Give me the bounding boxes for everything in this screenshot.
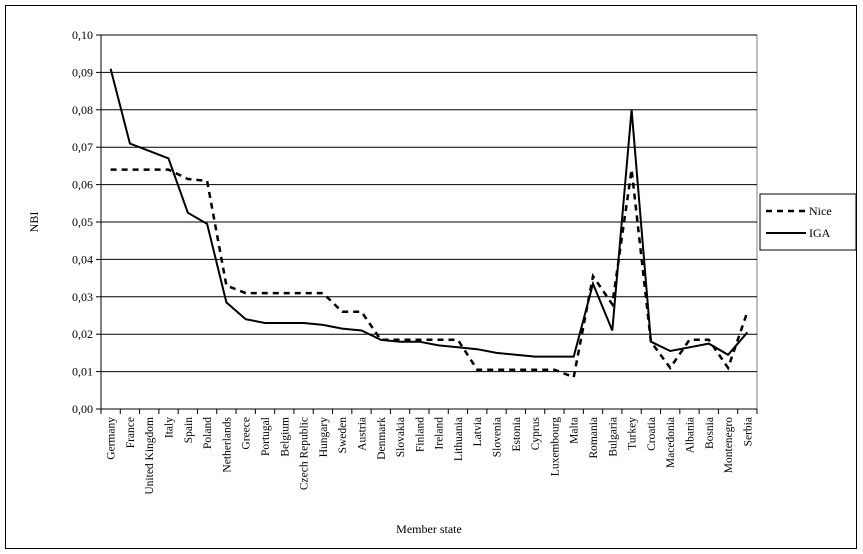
- x-tick-label: Finland: [414, 417, 426, 452]
- x-tick-label: Belgium: [279, 417, 291, 457]
- x-tick-label: France: [125, 417, 137, 448]
- y-tick-label: 0,08: [72, 103, 93, 117]
- x-tick-label: Croatia: [646, 417, 658, 451]
- x-axis-title: Member state: [396, 522, 462, 536]
- x-tick-label: Estonia: [511, 417, 523, 452]
- y-tick-label: 0,09: [72, 65, 93, 79]
- y-tick-label: 0,00: [72, 402, 93, 416]
- x-tick-label: Latvia: [472, 417, 484, 446]
- x-tick-label: Turkey: [627, 417, 639, 450]
- x-tick-label: Denmark: [376, 417, 388, 460]
- series-line-iga: [109, 68, 749, 358]
- x-tick-label: Montenegro: [723, 417, 735, 473]
- y-axis-title: NBI: [27, 212, 41, 233]
- series-line-nice: [110, 168, 749, 379]
- x-tick-label: Portugal: [260, 417, 272, 456]
- x-tick-label: Malta: [569, 417, 581, 444]
- x-tick-label: Bulgaria: [607, 417, 619, 457]
- y-tick-label: 0,04: [72, 252, 93, 266]
- x-tick-label: Bosnia: [704, 417, 716, 449]
- legend: [759, 193, 857, 251]
- chart-frame: [5, 5, 857, 549]
- y-tick-label: 0,10: [72, 28, 93, 42]
- x-tick-label: United Kingdom: [144, 417, 156, 495]
- x-tick-label: Sweden: [337, 417, 349, 454]
- x-tick-label: Austria: [356, 417, 368, 451]
- y-tick-label: 0,07: [72, 140, 93, 154]
- y-tick-label: 0,01: [72, 365, 93, 379]
- x-tick-label: Slovakia: [395, 417, 407, 457]
- y-tick-label: 0,05: [72, 215, 93, 229]
- x-tick-label: Serbia: [742, 417, 754, 446]
- x-tick-label: Italy: [164, 417, 176, 438]
- x-tick-label: Germany: [106, 417, 118, 460]
- y-tick-label: 0,02: [72, 327, 93, 341]
- x-tick-label: Macedonia: [665, 417, 677, 468]
- x-tick-label: Cyprus: [530, 416, 542, 450]
- x-tick-label: Lithuania: [453, 417, 465, 461]
- x-tick-label: Romania: [588, 417, 600, 459]
- y-tick-label: 0,06: [72, 178, 93, 192]
- x-tick-label: Luxembourg: [549, 417, 561, 476]
- x-tick-label: Czech Republic: [299, 417, 311, 490]
- x-tick-label: Hungary: [318, 417, 330, 457]
- x-tick-label: Slovenia: [492, 417, 504, 457]
- x-tick-label: Poland: [202, 417, 214, 449]
- x-tick-label: Netherlands: [221, 416, 233, 472]
- x-tick-label: Ireland: [434, 417, 446, 450]
- x-tick-label: Greece: [241, 417, 253, 450]
- x-tick-label: Albania: [684, 417, 696, 453]
- x-tick-label: Spain: [183, 417, 195, 443]
- y-tick-label: 0,03: [72, 290, 93, 304]
- legend-label: Nice: [809, 204, 832, 218]
- legend-label: IGA: [809, 226, 831, 240]
